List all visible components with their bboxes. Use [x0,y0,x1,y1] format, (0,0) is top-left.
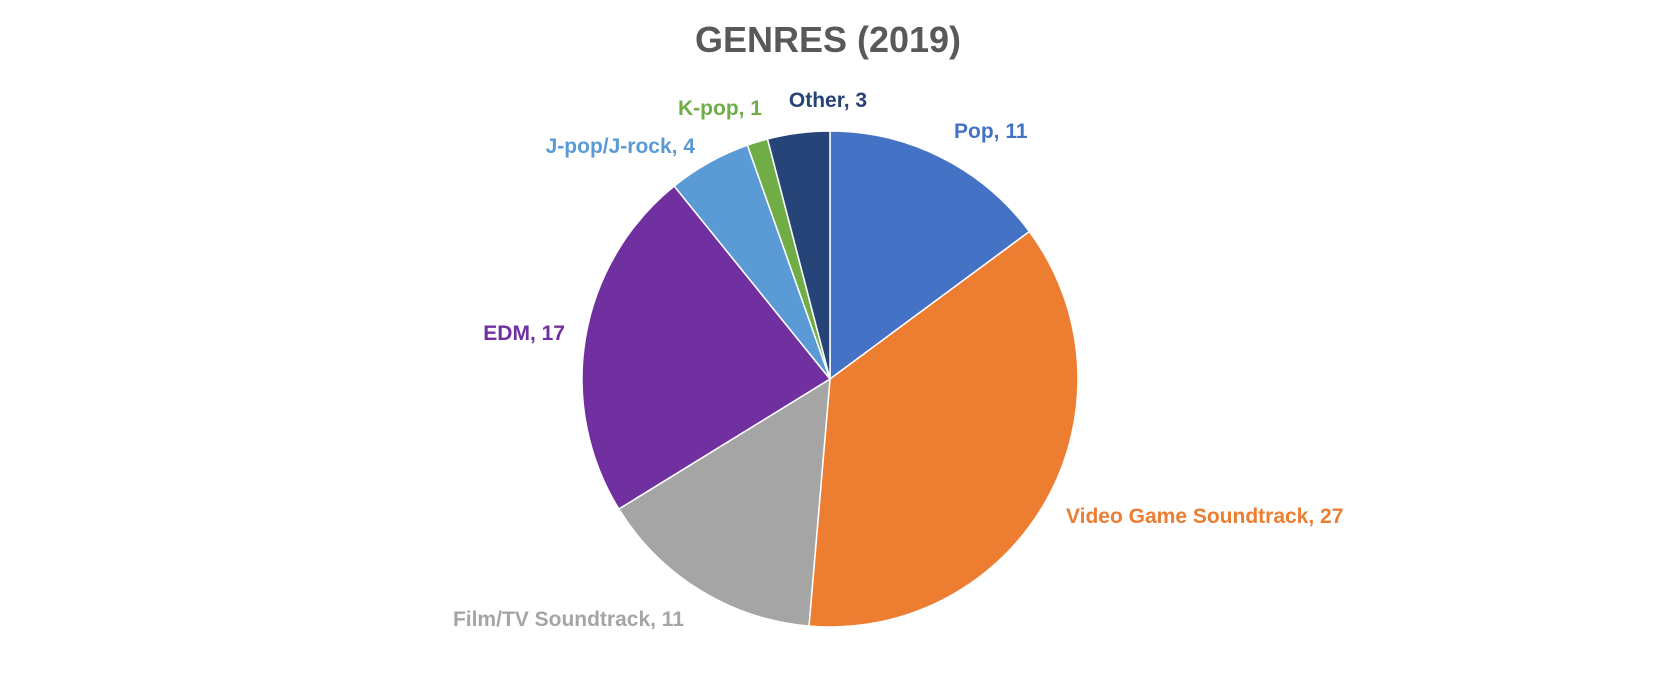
pie-slice-other [766,130,831,380]
pie-slice-pop [829,130,1031,381]
slice-label-pop: Pop, 11 [954,120,1028,143]
pie-slice-video-game-soundtrack [808,230,1079,628]
slice-label-film-tv-soundtrack: Film/TV Soundtrack, 11 [453,608,684,631]
pie-slice-edm [581,184,832,511]
pie-slices [581,130,1079,628]
slice-labels: Pop, 11 Video Game Soundtrack, 27 Film/TV … [453,89,1343,631]
chart-title: GENRES (2019) [695,19,961,60]
slice-label-other: Other, 3 [789,89,867,112]
slice-label-k-pop: K-pop, 1 [678,97,762,120]
slice-label-video-game-soundtrack: Video Game Soundtrack, 27 [1066,505,1343,528]
slice-label-edm: EDM, 17 [483,322,565,345]
slice-label-j-pop-j-rock: J-pop/J-rock, 4 [546,135,696,158]
pie-slice-film-tv-soundtrack [617,377,831,627]
